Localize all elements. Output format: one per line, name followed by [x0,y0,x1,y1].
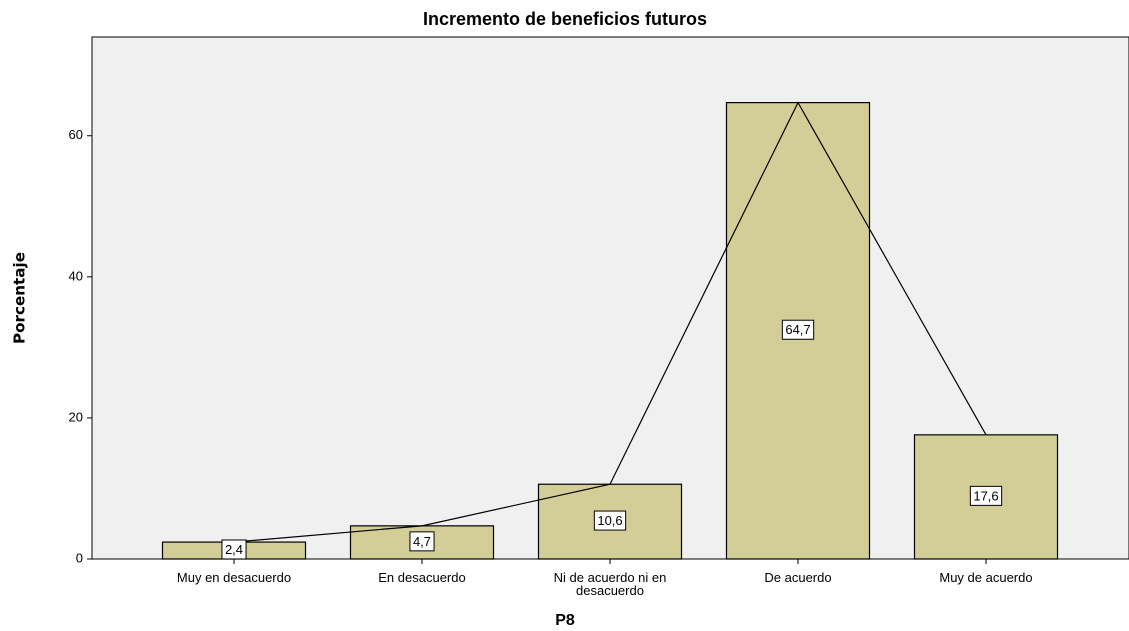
value-label-box [781,319,815,340]
y-axis-title: Porcentaje [11,252,29,344]
value-label: 17,6 [973,488,998,503]
y-tick-label: 60 [69,127,83,142]
y-tick-label: 0 [76,550,83,565]
value-label-box [409,531,435,552]
x-tick-label: De acuerdo [764,570,832,585]
y-tick-label: 40 [69,268,83,283]
value-label: 10,6 [597,513,622,528]
line [233,101,987,543]
value-label-box [221,539,247,560]
x-tick-label: Muy de acuerdo [939,570,1033,585]
value-label: 64,7 [785,322,810,337]
x-axis-title: P8 [555,612,575,629]
value-label-box [593,510,627,531]
x-tick-label: Ni de acuerdo ni en desacuerdo [553,570,667,598]
chart-title: Incremento de beneficios futuros [423,9,707,29]
x-tick-label: En desacuerdo [378,570,466,585]
x-tick-label: Muy en desacuerdo [176,570,292,585]
value-label: 4,7 [413,534,431,549]
value-label: 2,4 [225,542,243,557]
y-tick-label: 20 [69,409,83,424]
value-label-box [969,485,1003,506]
